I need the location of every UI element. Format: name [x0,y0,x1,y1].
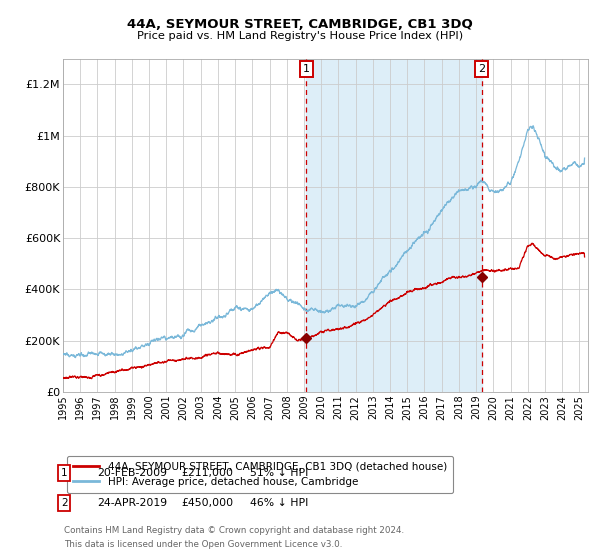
Bar [306,59,482,392]
Text: Contains HM Land Registry data © Crown copyright and database right 2024.: Contains HM Land Registry data © Crown c… [64,526,404,535]
Legend: 44A, SEYMOUR STREET, CAMBRIDGE, CB1 3DQ (detached house), HPI: Average price, de: 44A, SEYMOUR STREET, CAMBRIDGE, CB1 3DQ … [67,455,453,493]
Text: 46% ↓ HPI: 46% ↓ HPI [250,498,308,508]
Text: £450,000: £450,000 [181,498,233,508]
Text: 20-FEB-2009: 20-FEB-2009 [97,468,167,478]
Text: 44A, SEYMOUR STREET, CAMBRIDGE, CB1 3DQ: 44A, SEYMOUR STREET, CAMBRIDGE, CB1 3DQ [127,18,473,31]
Text: Price paid vs. HM Land Registry's House Price Index (HPI): Price paid vs. HM Land Registry's House … [137,31,463,41]
Text: 1: 1 [61,468,68,478]
Text: 24-APR-2019: 24-APR-2019 [97,498,167,508]
Text: 1: 1 [303,64,310,74]
Text: This data is licensed under the Open Government Licence v3.0.: This data is licensed under the Open Gov… [64,540,343,549]
Text: 2: 2 [61,498,68,508]
Text: £211,000: £211,000 [181,468,233,478]
Text: 51% ↓ HPI: 51% ↓ HPI [250,468,308,478]
Text: 2: 2 [478,64,485,74]
